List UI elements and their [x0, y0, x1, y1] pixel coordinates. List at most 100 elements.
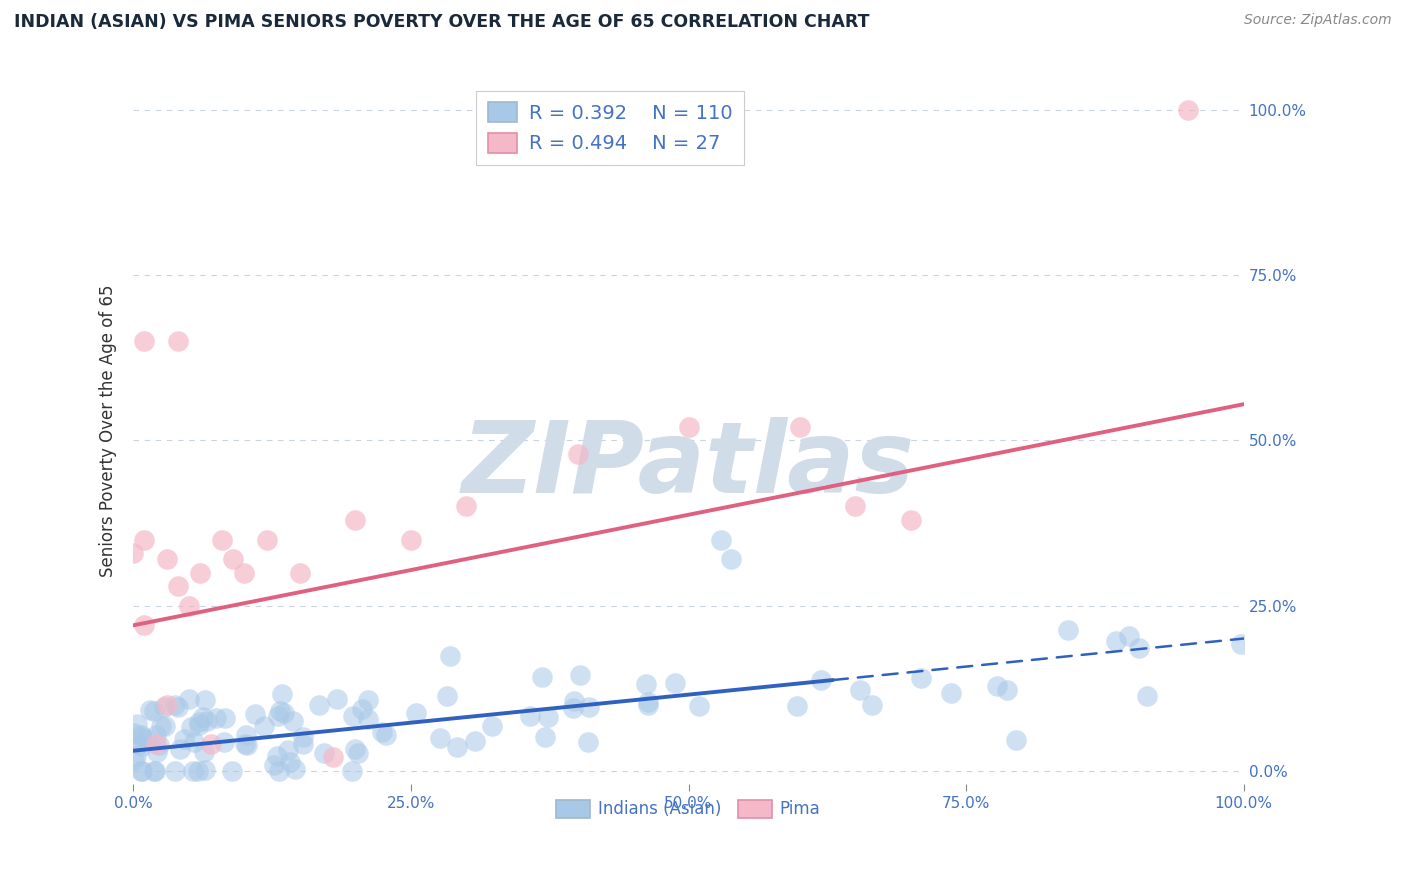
- Point: [664, 675, 686, 690]
- Point: [374, 728, 396, 742]
- Point: [187, 764, 209, 778]
- Point: [233, 737, 256, 751]
- Point: [439, 649, 461, 664]
- Point: [191, 710, 214, 724]
- Point: [129, 728, 152, 742]
- Point: [222, 552, 245, 566]
- Point: [145, 737, 167, 751]
- Point: [284, 762, 307, 776]
- Point: [267, 709, 290, 723]
- Point: [786, 699, 808, 714]
- Point: [531, 669, 554, 683]
- Point: [166, 579, 188, 593]
- Point: [277, 743, 299, 757]
- Point: [1128, 641, 1150, 656]
- Point: [578, 700, 600, 714]
- Point: [399, 533, 422, 547]
- Point: [153, 719, 176, 733]
- Point: [136, 732, 159, 747]
- Text: INDIAN (ASIAN) VS PIMA SENIORS POVERTY OVER THE AGE OF 65 CORRELATION CHART: INDIAN (ASIAN) VS PIMA SENIORS POVERTY O…: [14, 13, 869, 31]
- Point: [291, 737, 314, 751]
- Point: [278, 755, 301, 769]
- Point: [910, 671, 932, 685]
- Point: [314, 746, 336, 760]
- Point: [177, 599, 200, 613]
- Point: [291, 730, 314, 744]
- Point: [464, 733, 486, 747]
- Point: [710, 533, 733, 547]
- Point: [194, 764, 217, 778]
- Point: [149, 719, 172, 733]
- Point: [283, 714, 305, 728]
- Point: [145, 728, 167, 742]
- Point: [357, 712, 380, 726]
- Point: [429, 731, 451, 745]
- Point: [165, 764, 187, 778]
- Point: [346, 746, 368, 760]
- Point: [343, 742, 366, 756]
- Point: [197, 714, 219, 728]
- Point: [269, 704, 291, 718]
- Point: [236, 738, 259, 752]
- Point: [212, 734, 235, 748]
- Point: [357, 693, 380, 707]
- Point: [188, 566, 211, 580]
- Point: [844, 500, 866, 514]
- Point: [1230, 637, 1253, 651]
- Point: [562, 693, 585, 707]
- Point: [371, 725, 394, 739]
- Point: [181, 764, 204, 778]
- Point: [269, 764, 291, 778]
- Point: [352, 702, 374, 716]
- Point: [131, 764, 153, 778]
- Point: [266, 748, 288, 763]
- Point: [156, 552, 179, 566]
- Point: [188, 715, 211, 730]
- Point: [519, 708, 541, 723]
- Point: [134, 533, 156, 547]
- Point: [146, 745, 169, 759]
- Point: [995, 682, 1018, 697]
- Point: [322, 750, 344, 764]
- Point: [446, 739, 468, 754]
- Point: [342, 708, 364, 723]
- Point: [214, 711, 236, 725]
- Point: [561, 701, 583, 715]
- Point: [678, 420, 700, 434]
- Point: [860, 698, 883, 712]
- Point: [569, 668, 592, 682]
- Point: [245, 706, 267, 721]
- Point: [180, 720, 202, 734]
- Point: [900, 513, 922, 527]
- Point: [125, 749, 148, 764]
- Point: [263, 758, 285, 772]
- Point: [169, 742, 191, 756]
- Point: [534, 731, 557, 745]
- Point: [205, 711, 228, 725]
- Point: [194, 693, 217, 707]
- Point: [986, 679, 1008, 693]
- Point: [134, 334, 156, 349]
- Text: ZIPatlas: ZIPatlas: [463, 417, 915, 515]
- Point: [127, 737, 149, 751]
- Point: [789, 420, 811, 434]
- Point: [235, 728, 257, 742]
- Point: [340, 764, 363, 778]
- Point: [271, 687, 294, 701]
- Point: [129, 764, 152, 778]
- Point: [156, 698, 179, 712]
- Legend: Indians (Asian), Pima: Indians (Asian), Pima: [550, 793, 827, 825]
- Point: [344, 513, 367, 527]
- Point: [1005, 733, 1028, 747]
- Point: [211, 533, 233, 547]
- Point: [849, 683, 872, 698]
- Point: [405, 706, 427, 721]
- Point: [166, 334, 188, 349]
- Point: [177, 691, 200, 706]
- Point: [167, 700, 190, 714]
- Point: [481, 719, 503, 733]
- Point: [122, 753, 145, 767]
- Point: [1118, 629, 1140, 643]
- Point: [134, 618, 156, 632]
- Point: [325, 692, 347, 706]
